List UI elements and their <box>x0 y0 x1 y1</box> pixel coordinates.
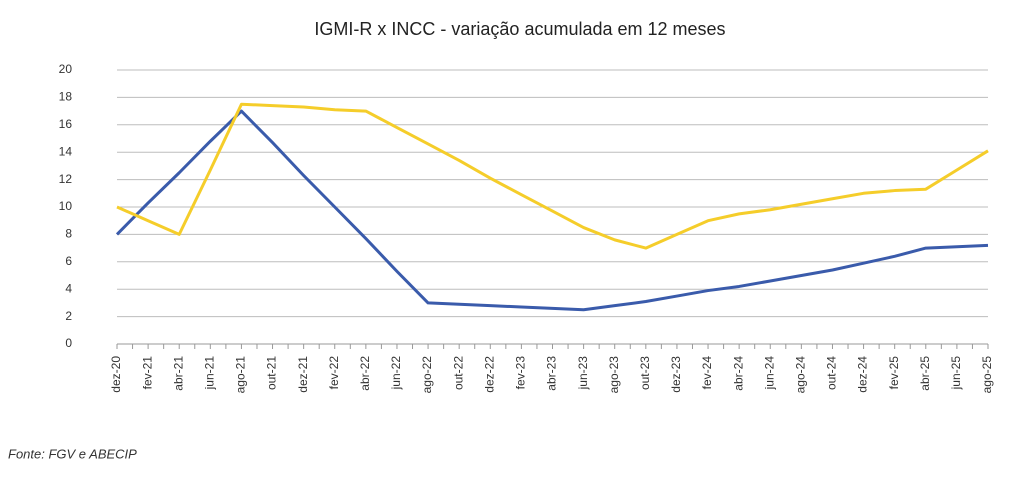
y-tick-label: 2 <box>65 309 72 323</box>
x-tick-label: dez-24 <box>856 356 870 393</box>
x-tick-label: ago-25 <box>980 356 994 394</box>
x-tick-label: jun-23 <box>576 356 590 391</box>
y-tick-label: 10 <box>59 199 73 213</box>
x-tick-label: abr-21 <box>171 356 185 391</box>
x-tick-label: out-21 <box>265 356 279 390</box>
x-tick-label: abr-24 <box>731 356 745 391</box>
y-tick-label: 18 <box>59 90 73 104</box>
x-tick-label: ago-21 <box>234 356 248 394</box>
y-tick-label: 8 <box>65 227 72 241</box>
x-tick-label: jun-22 <box>389 356 403 391</box>
x-tick-label: abr-22 <box>358 356 372 391</box>
x-tick-label: ago-23 <box>607 356 621 394</box>
x-tick-label: fev-25 <box>887 356 901 390</box>
y-tick-label: 6 <box>65 254 72 268</box>
x-tick-label: fev-21 <box>140 356 154 390</box>
y-tick-label: 16 <box>59 117 73 131</box>
x-tick-label: jun-24 <box>762 356 776 391</box>
x-tick-label: out-24 <box>825 356 839 390</box>
chart-title: IGMI-R x INCC - variação acumulada em 12… <box>314 19 725 39</box>
y-tick-label: 4 <box>65 281 72 295</box>
x-tick-label: dez-23 <box>669 356 683 393</box>
x-tick-label: dez-20 <box>109 356 123 393</box>
source-note: Fonte: FGV e ABECIP <box>8 446 137 461</box>
y-tick-label: 12 <box>59 172 73 186</box>
x-tick-label: dez-21 <box>296 356 310 393</box>
x-tick-label: dez-22 <box>482 356 496 393</box>
series-line <box>115 109 989 312</box>
x-tick-label: ago-22 <box>420 356 434 394</box>
x-tick-label: out-22 <box>451 356 465 390</box>
x-tick-label: fev-23 <box>514 356 528 390</box>
x-tick-label: ago-24 <box>794 356 808 394</box>
y-tick-label: 20 <box>59 62 73 76</box>
x-tick-label: abr-23 <box>545 356 559 391</box>
series-line <box>116 102 989 250</box>
x-tick-label: jun-25 <box>949 356 963 391</box>
y-tick-label: 14 <box>59 144 73 158</box>
x-tick-label: out-23 <box>638 356 652 390</box>
y-tick-label: 0 <box>65 336 72 350</box>
x-tick-label: abr-25 <box>918 356 932 391</box>
x-tick-label: fev-22 <box>327 356 341 390</box>
x-tick-label: jun-21 <box>202 356 216 391</box>
x-tick-label: fev-24 <box>700 356 714 390</box>
